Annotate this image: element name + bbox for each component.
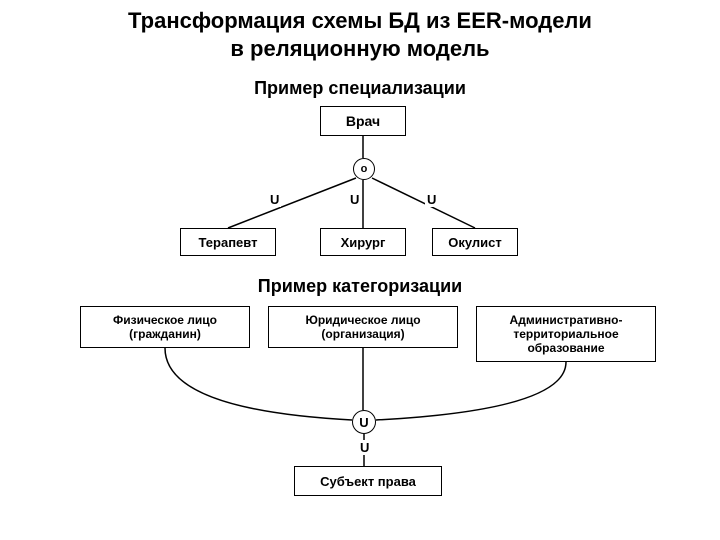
cat-circle: U <box>352 410 376 434</box>
entity-parent-vrach: Врач <box>320 106 406 136</box>
page-title-line1: Трансформация схемы БД из EER-модели <box>0 8 720 34</box>
entity-subject-prava: Субъект права <box>294 466 442 496</box>
entity-child-terapevt: Терапевт <box>180 228 276 256</box>
edge-u-1: U <box>268 192 281 207</box>
edge-u-3: U <box>425 192 438 207</box>
section1-heading: Пример специализации <box>0 78 720 99</box>
section2-heading: Пример категоризации <box>0 276 720 297</box>
edge-u-2: U <box>348 192 361 207</box>
edge-u-mid: U <box>358 440 371 455</box>
entity-admin-terr: Административно- территориальное образов… <box>476 306 656 362</box>
entity-fiz-lico: Физическое лицо (гражданин) <box>80 306 250 348</box>
entity-yur-lico: Юридическое лицо (организация) <box>268 306 458 348</box>
page-title-line2: в реляционную модель <box>0 36 720 62</box>
spec-circle: o <box>353 158 375 180</box>
entity-child-hirurg: Хирург <box>320 228 406 256</box>
entity-child-okulist: Окулист <box>432 228 518 256</box>
